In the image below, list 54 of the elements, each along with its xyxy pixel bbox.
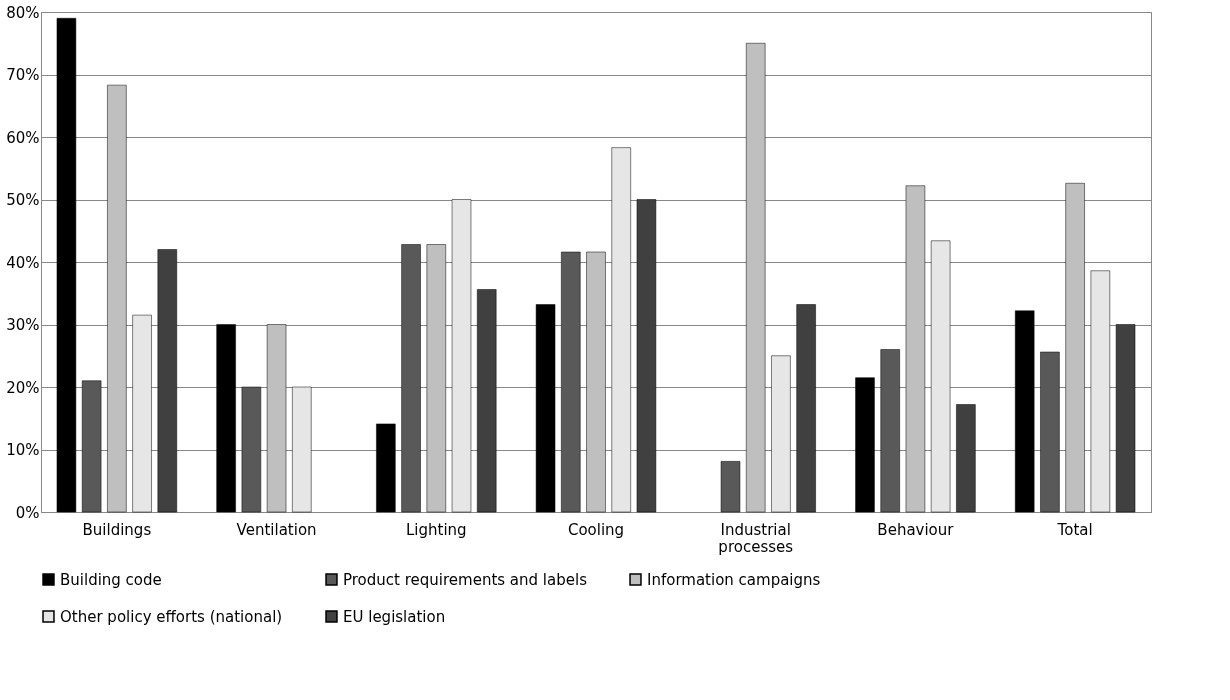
legend-label: Other policy efforts (national) bbox=[60, 607, 283, 626]
x-tick-label: Behaviour bbox=[877, 520, 955, 539]
bar bbox=[81, 380, 102, 513]
bar bbox=[956, 404, 976, 513]
bar bbox=[561, 251, 581, 513]
y-tick-label: 60% bbox=[6, 128, 40, 147]
bar bbox=[1040, 351, 1060, 513]
bar bbox=[477, 289, 497, 513]
x-tick-label: Buildings bbox=[82, 520, 152, 539]
bar bbox=[720, 461, 741, 513]
x-tick-label: Lighting bbox=[405, 520, 467, 539]
bar bbox=[56, 18, 77, 513]
x-tick-label: Cooling bbox=[567, 520, 625, 539]
bar bbox=[266, 324, 287, 513]
legend-label: Product requirements and labels bbox=[343, 570, 588, 589]
x-tick-label: Total bbox=[1056, 520, 1093, 539]
bar bbox=[636, 199, 657, 513]
y-tick-label: 80% bbox=[6, 3, 40, 22]
x-tick-label: Ventilation bbox=[236, 520, 317, 539]
bar bbox=[586, 251, 606, 513]
bar bbox=[855, 377, 875, 513]
bar bbox=[107, 84, 127, 513]
bar bbox=[292, 386, 312, 513]
x-tick-label: Industrial processes bbox=[718, 520, 794, 556]
bar bbox=[746, 43, 766, 513]
bar bbox=[1014, 310, 1035, 513]
bar bbox=[930, 240, 951, 513]
bar bbox=[905, 185, 926, 513]
bar bbox=[401, 244, 421, 513]
bar bbox=[796, 304, 816, 513]
bar bbox=[241, 386, 262, 513]
bar bbox=[1115, 324, 1136, 513]
bar bbox=[611, 147, 631, 513]
bar bbox=[1065, 183, 1085, 513]
y-tick-label: 70% bbox=[6, 66, 40, 84]
legend-label: EU legislation bbox=[343, 607, 446, 626]
bar bbox=[1090, 270, 1111, 513]
bar bbox=[451, 199, 472, 513]
bar bbox=[376, 423, 396, 513]
bar bbox=[880, 349, 900, 513]
bar bbox=[132, 314, 152, 513]
bar bbox=[157, 249, 178, 513]
y-tick-label: 30% bbox=[6, 316, 40, 334]
y-tick-label: 0% bbox=[15, 503, 40, 522]
legend-label: Information campaigns bbox=[647, 570, 821, 589]
bar bbox=[426, 244, 446, 513]
bar bbox=[535, 304, 556, 513]
bar bbox=[771, 355, 791, 513]
y-tick-label: 40% bbox=[6, 253, 40, 272]
legend-label: Building code bbox=[60, 570, 162, 589]
y-tick-label: 20% bbox=[6, 378, 40, 397]
bar bbox=[216, 324, 236, 513]
y-tick-label: 10% bbox=[6, 441, 40, 459]
y-tick-label: 50% bbox=[6, 191, 40, 209]
